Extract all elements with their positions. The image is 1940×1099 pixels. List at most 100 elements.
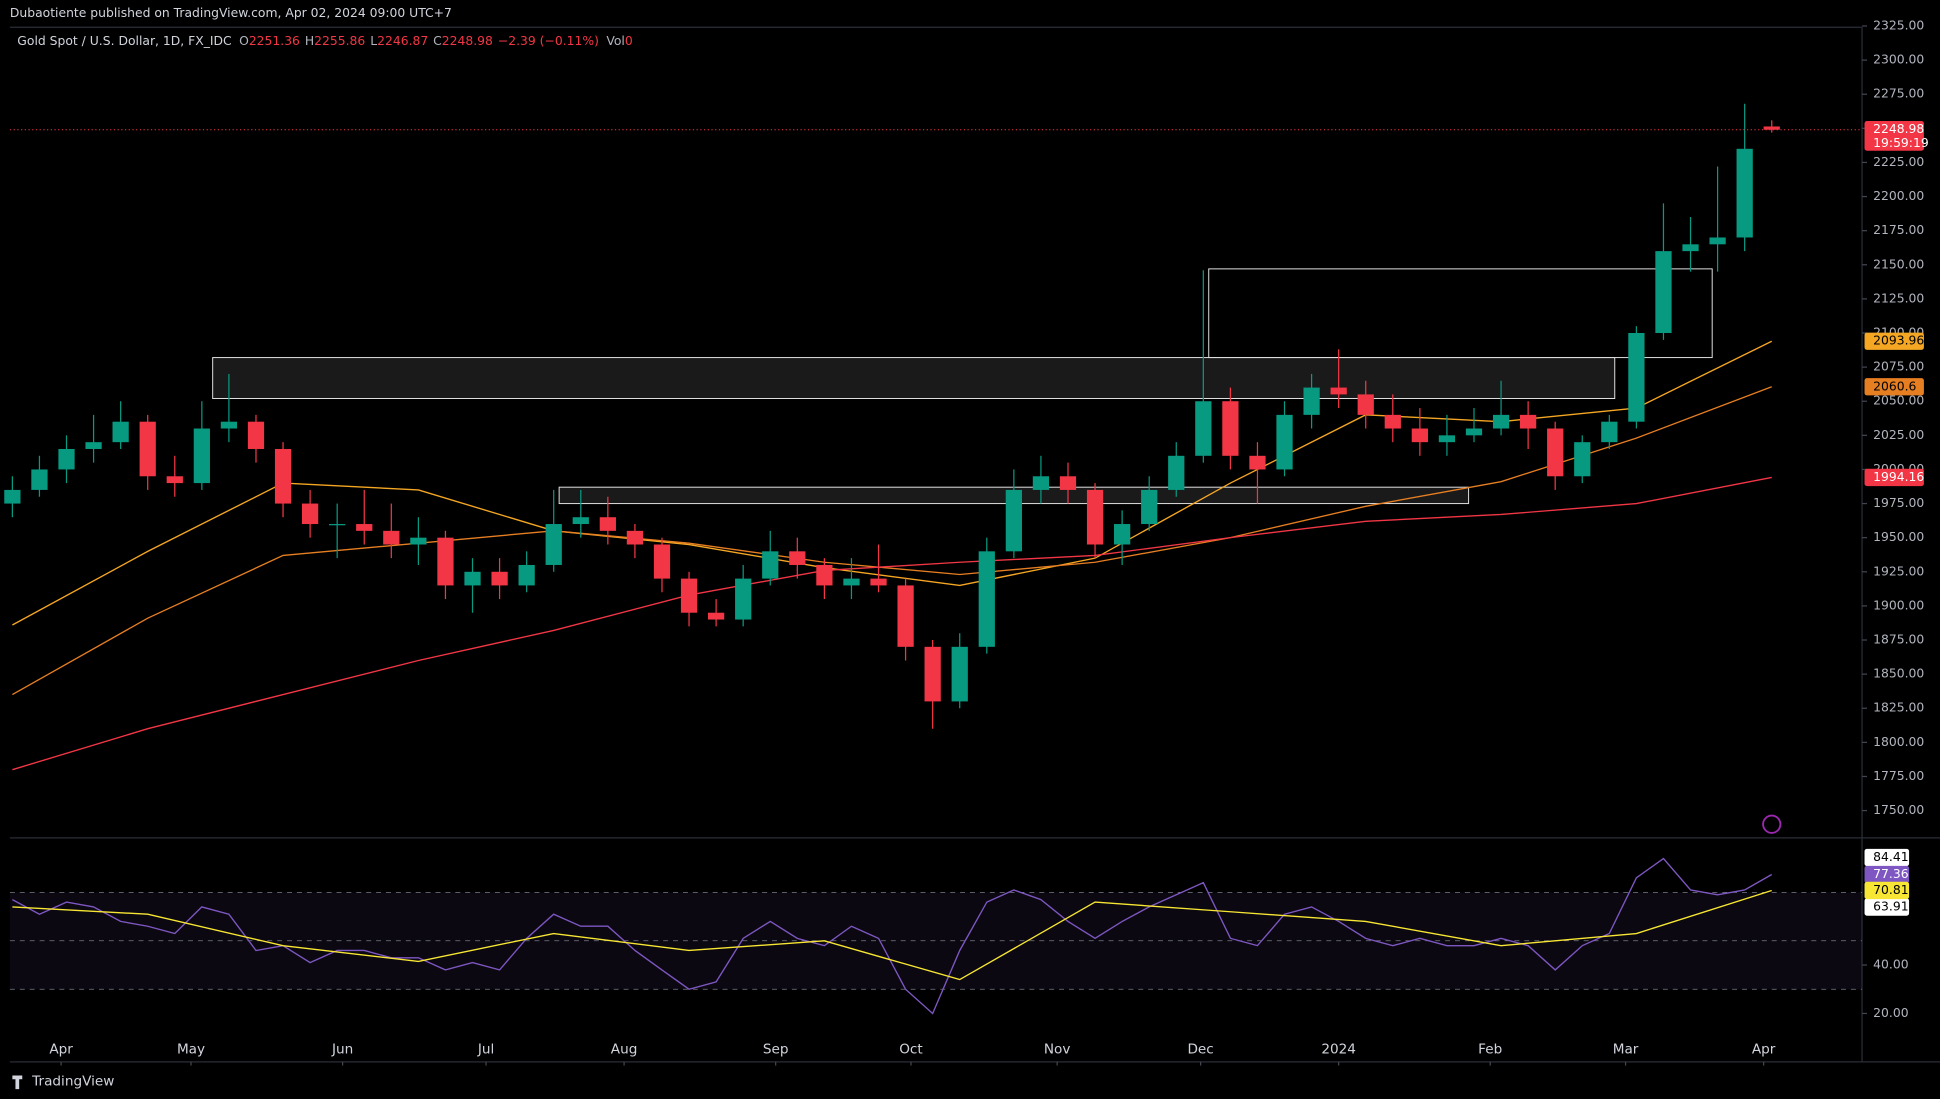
y-tick-label: 40.00 [1873, 958, 1909, 972]
candle-body [1168, 455, 1185, 490]
y-tick-label: 1850.00 [1873, 667, 1924, 681]
y-tick-label: 1750.00 [1873, 803, 1924, 817]
x-tick-label: Jun [331, 1041, 353, 1057]
vol-value: 0 [625, 33, 633, 47]
candle-body [1520, 414, 1537, 429]
symbol: Gold Spot / U.S. Dollar, 1D, FX_IDC [17, 33, 231, 47]
candle-body [1032, 476, 1050, 490]
candle-body [1465, 428, 1483, 436]
rsi-value-box [1864, 898, 1910, 916]
alert-icon[interactable] [1762, 814, 1782, 834]
candle-body [247, 421, 265, 449]
l-value: 2246.87 [377, 33, 428, 47]
candle-body [1628, 333, 1645, 422]
candle-body [1763, 126, 1780, 130]
y-tick-label: 2225.00 [1873, 155, 1924, 169]
publisher: Dubaotiente published on TradingView.com… [10, 6, 452, 20]
candle-body [383, 530, 400, 545]
candle-body [680, 578, 698, 613]
candle-body [112, 421, 129, 443]
candle-body [85, 442, 102, 449]
rsi-value-label: 70.81 [1873, 883, 1908, 897]
candle-body [735, 578, 752, 620]
y-tick-label: 1775.00 [1873, 769, 1924, 783]
candle-body [1141, 489, 1158, 525]
candle-body [1222, 401, 1239, 456]
ma-value-label: 2060.6 [1873, 379, 1916, 393]
ma-value-label: 1994.16 [1873, 470, 1924, 484]
candle-body [789, 551, 806, 565]
line [12, 386, 1772, 696]
footer-brand: TradingView [31, 1074, 114, 1090]
candle-body [897, 585, 914, 647]
x-tick-label: Dec [1187, 1041, 1213, 1057]
x-tick-label: Apr [1752, 1041, 1776, 1057]
x-tick-label: Aug [611, 1041, 638, 1057]
o-label: O [239, 33, 249, 47]
y-tick-label: 1950.00 [1873, 530, 1924, 544]
top-bar [0, 0, 1940, 28]
ma-value-box [1864, 332, 1924, 350]
x-tick-label: 2024 [1321, 1041, 1356, 1057]
y-tick-label: 2200.00 [1873, 189, 1924, 203]
candle-body [220, 421, 238, 429]
h-label: H [305, 33, 314, 47]
candle-body [1249, 455, 1266, 470]
y-tick-label: 2275.00 [1873, 87, 1924, 101]
candle-body [1114, 524, 1131, 545]
y-tick-label: 1875.00 [1873, 633, 1924, 647]
candle-body [1601, 421, 1618, 443]
candle-body [816, 564, 833, 586]
legend: Gold Spot / U.S. Dollar, 1D, FX_IDC O2251… [17, 33, 633, 47]
candle-body [1303, 387, 1320, 415]
candle-body [1086, 489, 1104, 545]
vol-label: Vol [606, 33, 624, 47]
rsi-value-label: 63.91 [1873, 900, 1908, 914]
countdown: 19:59:19 [1873, 136, 1929, 150]
candle-body [301, 503, 319, 525]
line [12, 889, 1772, 981]
x-tick-label: Mar [1613, 1041, 1639, 1057]
y-tick-label: 2025.00 [1873, 428, 1924, 442]
candle-body [653, 544, 671, 579]
logo [12, 1075, 23, 1090]
candle-body [1736, 148, 1753, 238]
y-tick-label: 2150.00 [1873, 257, 1924, 271]
c-label: C [433, 33, 442, 47]
h-value: 2255.86 [314, 33, 365, 47]
candle-body [1059, 476, 1077, 490]
x-tick-label: Oct [899, 1041, 923, 1057]
y-tick-label: 1925.00 [1873, 564, 1924, 578]
candle-body [870, 578, 887, 586]
candle-body [1492, 414, 1510, 429]
x-tick-label: Jul [477, 1041, 494, 1057]
x-tick-label: Sep [763, 1041, 789, 1057]
candle-body [924, 646, 941, 702]
rsi-value-box [1864, 848, 1910, 867]
x-tick-label: Apr [49, 1041, 73, 1057]
y-tick-label: 1975.00 [1873, 496, 1924, 510]
candle-body [1682, 244, 1699, 252]
candle-body [31, 469, 48, 490]
line [12, 340, 1773, 626]
candle-body [1357, 394, 1374, 415]
y-tick-label: 2125.00 [1873, 291, 1924, 305]
candle-body [4, 489, 21, 504]
candle-body [707, 612, 725, 620]
candle-body [599, 517, 616, 531]
bottom-bar [0, 1064, 1940, 1099]
last-price-box [1864, 121, 1924, 151]
rsi-value-label: 77.36 [1873, 867, 1909, 881]
candle-body [1574, 442, 1591, 477]
candle-body [139, 421, 156, 477]
candle-body [1276, 414, 1293, 470]
y-tick-label: 2300.00 [1873, 53, 1924, 67]
candle-body [1330, 387, 1347, 395]
candle-body [329, 524, 346, 526]
zone [1208, 268, 1713, 359]
candle-body [1411, 428, 1428, 443]
y-tick-label: 1800.00 [1873, 735, 1924, 749]
candle-body [843, 578, 860, 586]
line [12, 476, 1772, 771]
candle-body [274, 448, 292, 504]
